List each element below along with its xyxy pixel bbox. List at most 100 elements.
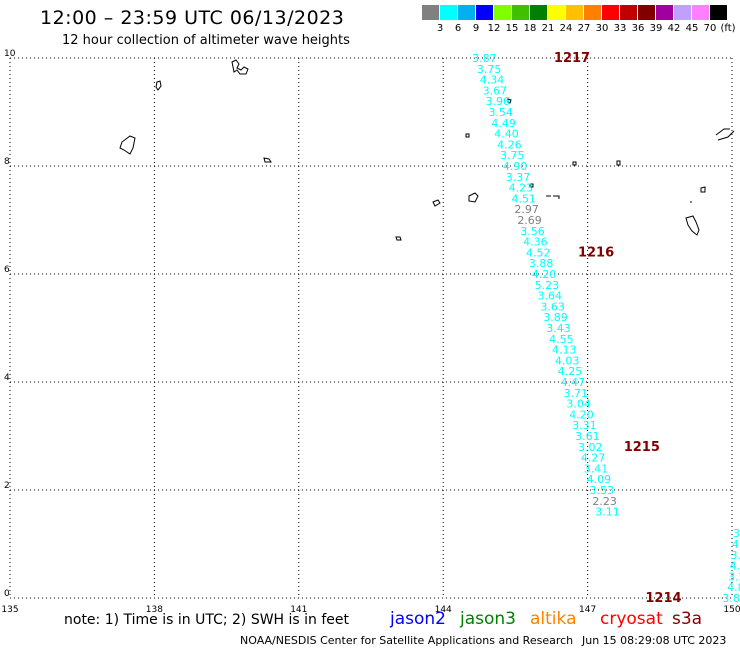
wave-height-label: 3.75: [500, 149, 524, 162]
legend-swatch: [656, 5, 673, 20]
island-outline: [155, 80, 162, 91]
wave-height-label: 4.36: [523, 236, 548, 249]
wave-height-label: 4.52: [526, 246, 551, 259]
satellite-altika: altika: [530, 609, 577, 629]
legend-label: 3: [436, 23, 444, 34]
time-label: 1216: [578, 245, 614, 260]
wave-height-label: 2.23: [592, 495, 617, 508]
wave-height-label: 4.09: [587, 473, 612, 486]
legend-label: 39: [649, 23, 663, 34]
legend-swatch: [512, 5, 529, 20]
legend-label: 33: [613, 23, 627, 34]
wave-height-label: 4.23: [509, 182, 534, 195]
wave-height-label: 4.55: [549, 333, 574, 346]
legend-swatch: [548, 5, 565, 20]
legend-label: 6: [454, 23, 462, 34]
legend-swatch: [620, 5, 637, 20]
lat-tick-label: 4: [4, 373, 10, 383]
time-label: 1217: [554, 51, 590, 66]
wave-height-label: 4.26: [497, 138, 522, 151]
lat-tick-label: 8: [4, 157, 10, 167]
wave-height-label: 4.40: [494, 128, 518, 141]
wave-height-label: 3.43: [546, 322, 571, 335]
island-outline: [395, 236, 402, 241]
island-outline: [715, 128, 735, 141]
legend-swatch: [440, 5, 457, 20]
wave-height-label: 4.03: [555, 354, 580, 367]
wave-height-label: 3.81: [722, 592, 740, 605]
legend-swatch: [602, 5, 619, 20]
wave-height-label: 4.34: [480, 74, 505, 87]
legend-label: 18: [523, 23, 537, 34]
legend-label: 70: [703, 23, 717, 34]
wave-height-label: 3.64: [538, 290, 563, 303]
wave-height-label: 4.4: [730, 560, 740, 573]
lat-tick-label: 10: [4, 49, 16, 59]
island-outline: [119, 135, 136, 155]
wave-height-label: 3.61: [575, 430, 600, 443]
wave-height-label: 3.4: [731, 549, 740, 562]
wave-height-label: 3.67: [483, 84, 508, 97]
wave-height-label: 3: [733, 527, 740, 540]
graticule: 135 138 141 144 147 150 0 2 4 6 8 10: [1, 49, 740, 615]
wave-height-label: 4: [732, 538, 739, 551]
legend-swatch: [584, 5, 601, 20]
wave-height-label: 4.13: [552, 344, 577, 357]
island-outline: [432, 199, 441, 207]
wave-height-label: 3.71: [564, 387, 589, 400]
legend-label: 9: [472, 23, 480, 34]
legend-label: 30: [595, 23, 609, 34]
wave-height-label: 3.54: [488, 106, 512, 119]
legend-label: 42: [667, 23, 681, 34]
island-outline: [507, 98, 512, 104]
satellite-jason2: jason2: [390, 609, 446, 629]
wave-height-label: 2.69: [517, 214, 542, 227]
wave-height-label: 4.49: [491, 117, 516, 130]
legend-swatch: [674, 5, 691, 20]
island-outline: [529, 183, 534, 188]
legend-label: 24: [559, 23, 573, 34]
legend-label: 15: [505, 23, 519, 34]
footer-note: note: 1) Time is in UTC; 2) SWH is in fe…: [64, 612, 350, 628]
island-outline: [700, 186, 706, 193]
wave-height-label: 4.20: [569, 408, 594, 421]
wave-height-label: 4.47: [561, 376, 586, 389]
lon-tick-label: 135: [1, 605, 18, 615]
wave-height-label: 3.89: [543, 311, 568, 324]
lon-tick-label: 150: [723, 605, 740, 615]
wave-height-label: 3.96: [486, 95, 511, 108]
lat-tick-label: 6: [4, 265, 10, 275]
generated-timestamp: Jun 15 08:29:08 UTC 2023: [582, 634, 727, 647]
wave-height-label: 3.87: [472, 52, 497, 65]
time-label: 1214: [645, 591, 681, 606]
coastlines: [119, 59, 735, 241]
wave-height-label: 4.82: [727, 581, 740, 594]
legend-label: 36: [631, 23, 645, 34]
legend-swatch: [458, 5, 475, 20]
legend-label: 27: [577, 23, 591, 34]
wave-height-label: 4.90: [503, 160, 528, 173]
lon-tick-label: 141: [290, 605, 307, 615]
legend-swatch: [692, 5, 709, 20]
island-outline: [263, 157, 272, 163]
island-outline: [546, 195, 560, 199]
wave-height-label: 4.20: [532, 268, 557, 281]
satellite-s3a: s3a: [672, 609, 703, 629]
lat-tick-label: 0: [4, 589, 10, 599]
wave-height-label: 3.11: [595, 506, 620, 519]
lat-tick-label: 2: [4, 481, 10, 491]
island-outline: [572, 161, 577, 166]
credit-line: NOAA/NESDIS Center for Satellite Applica…: [240, 634, 574, 647]
lon-tick-label: 138: [146, 605, 163, 615]
wave-height-label: 3.02: [578, 441, 603, 454]
wave-height-label: 3.37: [506, 171, 530, 184]
wave-height-label: 3.41: [584, 462, 609, 475]
wave-height-label: 3.04: [566, 398, 591, 411]
island-outline: [616, 160, 621, 166]
wave-height-label: 4.51: [512, 192, 536, 205]
legend-swatch: [530, 5, 547, 20]
island-outline: [468, 192, 479, 203]
legend-swatch: [710, 5, 727, 20]
island-outline: [231, 59, 249, 75]
